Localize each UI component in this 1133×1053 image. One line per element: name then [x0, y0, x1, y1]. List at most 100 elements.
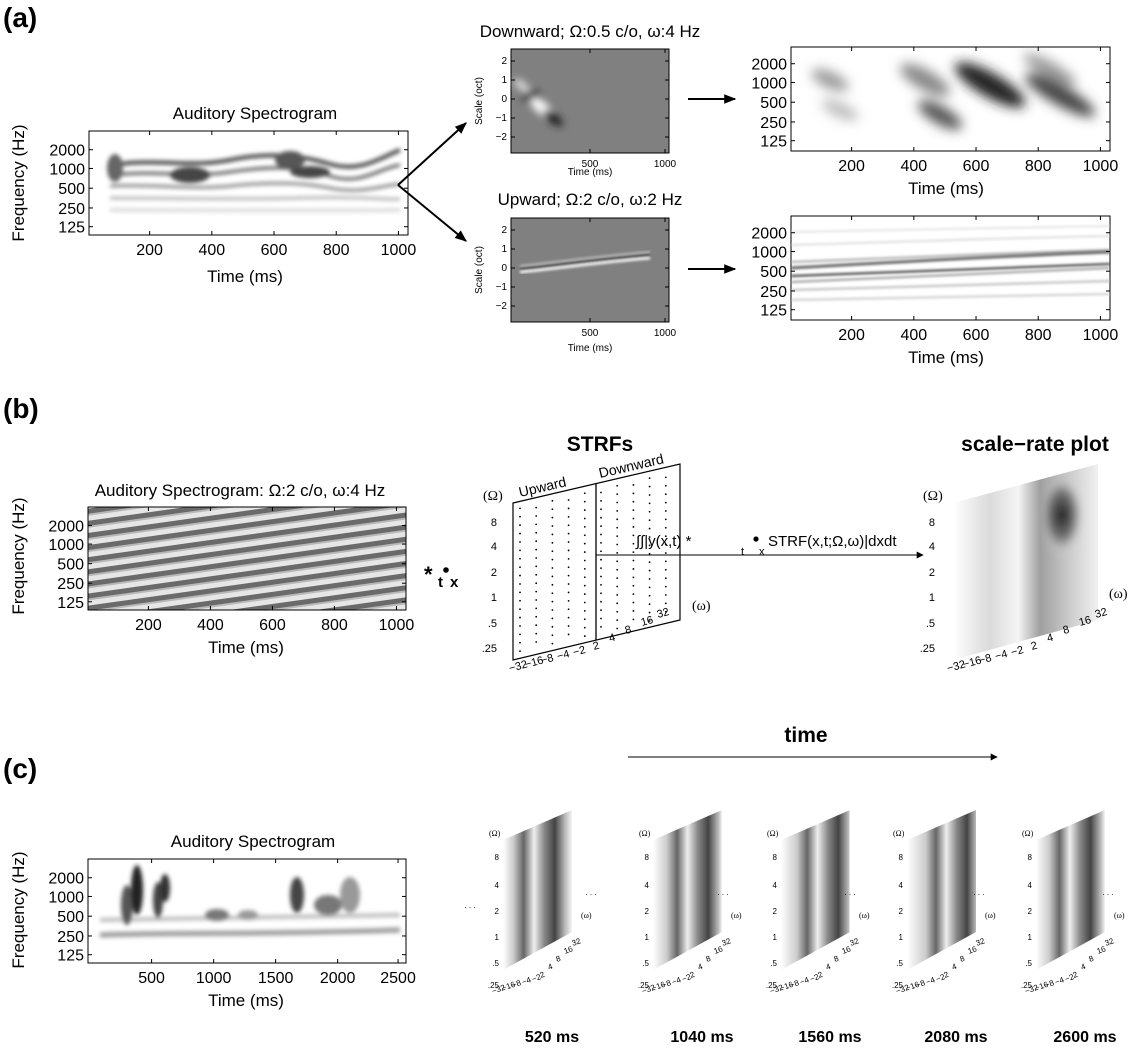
scale-rate-rate-tick-neg: −8: [978, 652, 993, 667]
frame-rate-tick-neg: −4: [671, 975, 683, 987]
strfs-rate-tick-pos: 2: [592, 640, 601, 653]
strfs-rate-tick-neg: −8: [540, 652, 555, 667]
a-up-ytick-label: 0: [501, 263, 507, 274]
frame-ellipsis: . . .: [1102, 888, 1113, 897]
b-spec-ytick-label: 125: [57, 595, 84, 612]
a-down-ytick-label: 1: [501, 75, 507, 86]
panel-c-spectrogram-title: Auditory Spectrogram: [171, 832, 335, 851]
strf-downward-title: Downward; Ω:0.5 c/o, ω:4 Hz: [480, 22, 701, 41]
frame-scale-tick: 4: [1028, 881, 1033, 890]
b-spec-ytick-label: 1000: [48, 537, 84, 554]
operator-star: *: [424, 562, 433, 587]
a-down-xtick-label: 1000: [654, 159, 677, 170]
scale-rate-rate-tick-pos: 16: [1078, 614, 1093, 629]
frame-rate-axis-label: (ω): [581, 911, 592, 920]
frame-time-label: 1040 ms: [670, 1029, 733, 1046]
scale-rate-rate-tick-neg: −2: [1010, 644, 1025, 659]
scale-rate-rate-tick-pos: 4: [1046, 632, 1055, 645]
a-up-xtick-label: 1000: [654, 328, 677, 339]
a-spec-ytick-label: 250: [58, 201, 85, 218]
frame-rate-tick-neg: −8: [661, 978, 673, 990]
frame-rate-tick-neg: −8: [915, 978, 927, 990]
panel-b-spectrogram: Auditory Spectrogram: Ω:2 c/o, ω:4 Hz Fr…: [9, 481, 407, 657]
a-spec-xtick-label: 600: [261, 242, 288, 259]
frame-rate-tick-neg: −2: [809, 972, 821, 984]
frame-scale-tick: .5: [642, 959, 649, 968]
frame-scale-tick: 2: [899, 907, 904, 916]
strfs-grid: STRFs Upward Downward (Ω) (ω) 8421.5.25 …: [482, 433, 711, 675]
operator-sub-x: x: [450, 574, 459, 591]
frame-rate-tick-pos: 4: [547, 962, 555, 972]
frame-scale-tick: .5: [770, 959, 777, 968]
a-up-ytick-label: 2: [501, 225, 507, 236]
frame-rate-tick-neg: −8: [511, 978, 523, 990]
frame-scale-tick: 2: [495, 907, 500, 916]
a-out-top-xtick-label: 800: [1025, 158, 1052, 175]
frame-rate-tick-pos: 2: [689, 970, 697, 980]
a-down-ticks: 2 1 0 −1 −2 500 1000: [496, 49, 677, 170]
a-down-ytick-label: 0: [501, 94, 507, 105]
a-down-ytick-label: 2: [501, 56, 507, 67]
a-spec-ytick-label: 125: [58, 220, 85, 237]
strf-downward-xlabel: Time (ms): [568, 167, 613, 178]
strfs-rate-tick-neg: −2: [572, 644, 587, 659]
frame-rate-tick-pos: 8: [705, 954, 713, 964]
a-out-bot-xtick-label: 1000: [1083, 327, 1119, 344]
c-spec-xtick-label: 1500: [258, 970, 294, 987]
a-out-bot-ytick-label: 125: [760, 303, 787, 320]
frame-rate-tick-neg: −2: [1064, 972, 1076, 984]
frame-rate-tick-neg: −2: [681, 972, 693, 984]
a-out-bot-ytick-label: 1000: [751, 244, 787, 261]
frame-rate-axis-label: (ω): [731, 911, 742, 920]
frame-scale-tick: 8: [1028, 853, 1033, 862]
b-spec-xtick-label: 1000: [379, 617, 415, 634]
frame-rate-tick-pos: 32: [1104, 936, 1116, 948]
panel-a-spectrogram-ylabel: Frequency (Hz): [9, 124, 28, 241]
c-spec-xtick-label: 1000: [196, 970, 232, 987]
frame-scale-tick: 2: [645, 907, 650, 916]
frame-rate-tick-neg: −8: [789, 978, 801, 990]
frame-rate-tick-pos: 4: [697, 962, 705, 972]
a-down-xtick-label: 500: [582, 159, 599, 170]
strfs-rate-tick-neg: −16: [524, 654, 545, 670]
frame-rate-tick-pos: 32: [975, 936, 987, 948]
a-up-ticks: 2 1 0 −1 −2 500 1000: [496, 218, 677, 339]
frame-scale-tick: 4: [645, 881, 650, 890]
b-spec-xtick-label: 600: [259, 617, 286, 634]
strf-downward-ylabel: Scale (oct): [474, 77, 485, 125]
frame-rate-tick-pos: 8: [555, 954, 563, 964]
integral-expression-pre: ∫∫|y(x,t) *: [635, 533, 692, 550]
scale-rate-scale-tick: 4: [929, 541, 935, 553]
frame-scale-tick: 1: [1028, 933, 1033, 942]
frame-rate-tick-neg: −8: [1044, 978, 1056, 990]
frame-rate-tick-pos: 16: [713, 944, 725, 956]
frame-rate-tick-pos: 32: [571, 936, 583, 948]
frame-scale-tick: 2: [1028, 907, 1033, 916]
convolution-operator: * t x: [424, 562, 459, 591]
c-spec-ytick-label: 125: [57, 948, 84, 965]
strfs-rate-tick-pos: 32: [656, 606, 671, 621]
frame-rate-tick-neg: −4: [1054, 975, 1066, 987]
scale-rate-rate-tick-neg: −16: [962, 654, 983, 670]
strfs-scale-tick: .25: [482, 643, 497, 655]
frame-rate-tick-neg: −2: [935, 972, 947, 984]
a-out-bot-ytick-label: 500: [760, 264, 787, 281]
frame-time-label: 2080 ms: [924, 1029, 987, 1046]
a-spec-ytick-label: 2000: [49, 143, 85, 160]
frame-rate-tick-neg: −2: [531, 972, 543, 984]
integral-expression-post: STRF(x,t;Ω,ω)|dxdt: [768, 533, 897, 550]
frame-scale-axis-label: (Ω): [489, 829, 501, 838]
frame-rate-tick-pos: 2: [943, 970, 951, 980]
a-out-bot-xtick-label: 600: [963, 327, 990, 344]
frame-rate-tick-pos: 16: [1096, 944, 1108, 956]
panel-a-strf-upward: Upward; Ω:2 c/o, ω:2 Hz Scale (oct) Time…: [474, 190, 682, 354]
frame-scale-tick: 8: [899, 853, 904, 862]
frame-scale-tick: 8: [773, 853, 778, 862]
frame-scale-tick: 4: [495, 881, 500, 890]
a-spec-ytick-label: 500: [58, 181, 85, 198]
